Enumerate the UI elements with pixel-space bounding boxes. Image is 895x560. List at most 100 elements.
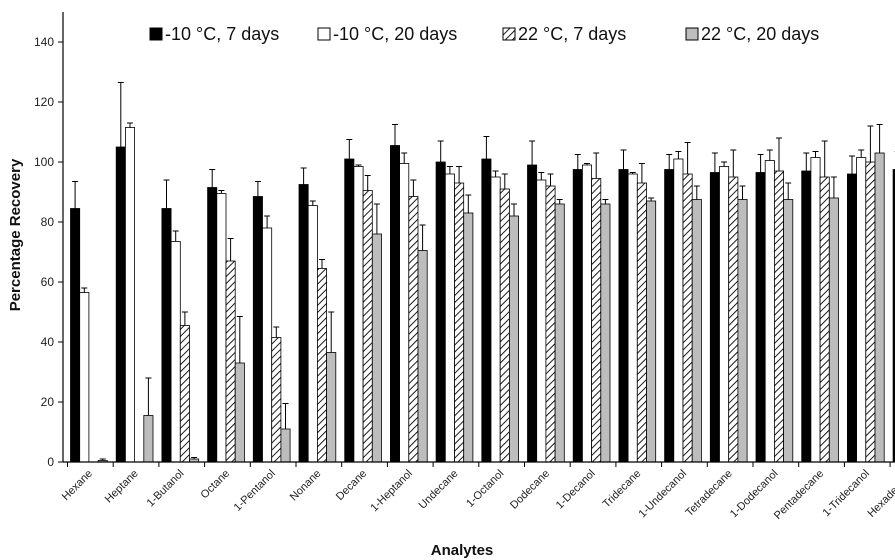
bar [636,182,647,463]
y-tick-label: 100 [34,155,54,169]
bar [408,196,419,463]
bar [344,158,355,463]
bar [435,161,446,463]
bar [627,173,638,463]
y-tick-label: 40 [41,335,55,349]
legend-swatch [317,27,331,41]
bar [481,158,492,463]
y-tick-label: 140 [34,35,54,49]
bar [307,205,318,463]
y-axis-title: Percentage Recovery [7,158,24,311]
bar [774,170,785,463]
legend-swatch [502,27,516,41]
category-label: 1-Heptanol [368,468,415,515]
bar [161,208,172,463]
bar [298,184,309,463]
bar [856,157,867,463]
bar [389,145,400,463]
bar [508,215,519,463]
bar [554,203,565,463]
category-label: 1-Octanol [464,468,506,510]
category-label: Tridecane [601,468,644,511]
bar [737,199,748,463]
bar [225,260,236,463]
bar [179,325,190,463]
bar [499,188,510,463]
bar [783,199,794,463]
category-label: Nonane [288,468,324,504]
category-label: Undecane [417,468,461,512]
legend-label: 22 °C, 20 days [701,24,819,44]
bar [764,160,775,463]
bar [536,179,547,463]
category-label: 1-Decanol [554,468,598,512]
legend-label: -10 °C, 7 days [165,24,279,44]
bar [582,164,593,463]
bar [801,170,812,463]
bar [125,127,136,463]
category-label: 1-Butanol [145,468,187,510]
plot-area [70,82,895,463]
legend: -10 °C, 7 days -10 °C, 20 days 22 °C, 7 da… [149,24,819,44]
bar [326,352,337,463]
bar [618,169,629,463]
bar [454,182,465,463]
bar [362,190,373,463]
category-label: 1-Pentanol [232,468,278,514]
bar [819,176,830,463]
legend-label: 22 °C, 7 days [518,24,626,44]
legend-swatch [685,27,699,41]
bar [865,161,876,463]
bar [828,197,839,463]
y-tick-label: 80 [41,215,55,229]
bar [417,250,428,463]
bar [252,196,263,463]
bar [70,208,81,463]
legend-label: -10 °C, 20 days [333,24,457,44]
bar [664,169,675,463]
bar [600,203,611,463]
bar [527,164,538,463]
x-axis-title: Analytes [431,542,494,559]
bar [463,212,474,463]
bar [892,169,895,463]
bar [115,146,126,463]
category-label: Decane [334,468,369,503]
bar [719,166,730,463]
y-tick-label: 20 [41,395,55,409]
bar [591,178,602,463]
bar [691,199,702,463]
bar [728,176,739,463]
category-label: Dodecane [508,468,552,512]
bar [316,268,327,463]
bar [170,241,181,463]
y-tick-label: 0 [47,455,54,469]
bar [490,176,501,463]
bar [810,157,821,463]
bar [143,415,154,463]
category-label: Octane [199,468,233,502]
bar [646,200,657,463]
bar [216,193,227,463]
bar [572,169,583,463]
bar [371,233,382,463]
bar [353,166,364,463]
bar [673,158,684,463]
bar [262,227,273,463]
bar [545,185,556,463]
bar [444,173,455,463]
bar [79,292,90,463]
bar [271,337,282,463]
category-label: Hexane [60,468,95,503]
legend-swatch [149,27,163,41]
bar [207,187,218,463]
bar [874,152,885,463]
category-label: Heptane [103,468,141,506]
bar [755,172,766,463]
y-tick-label: 60 [41,275,55,289]
bar [682,173,693,463]
y-tick-label: 120 [34,95,54,109]
bar [847,173,858,463]
bar [280,428,291,463]
